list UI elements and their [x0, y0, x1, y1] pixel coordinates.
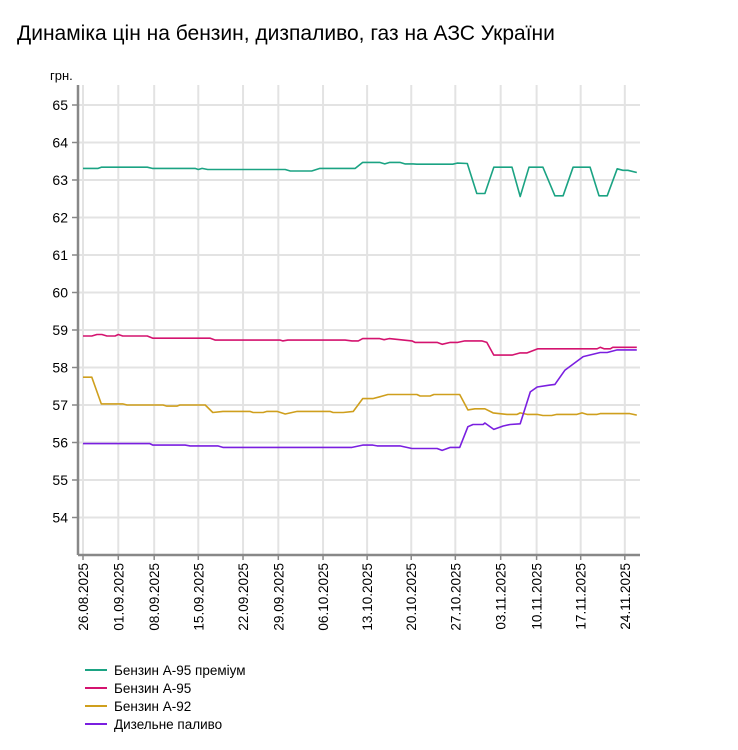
legend-swatch — [85, 723, 107, 725]
y-tick-label: 58 — [52, 360, 68, 376]
series-1 — [82, 333, 637, 356]
y-tick-label: 60 — [52, 285, 68, 301]
legend-swatch — [85, 705, 107, 707]
legend-swatch — [85, 669, 107, 671]
y-axis-label: грн. — [50, 68, 73, 83]
legend-item-diesel[interactable]: Дизельне паливо — [85, 715, 246, 733]
y-tick-label: 59 — [52, 322, 68, 338]
x-tick-label: 06.10.2025 — [316, 563, 331, 631]
x-tick-label: 10.11.2025 — [530, 563, 545, 630]
legend-item-a92[interactable]: Бензин А-92 — [85, 697, 246, 715]
y-tick-label: 64 — [52, 135, 68, 151]
legend-label: Бензин А-92 — [114, 698, 192, 714]
x-tick-label: 29.09.2025 — [271, 563, 286, 631]
x-tick-label: 24.11.2025 — [618, 563, 633, 630]
line-chart: 54 55 56 57 58 59 60 61 62 63 64 65 26.08.2025 01.09.… — [50, 68, 640, 631]
legend-item-a95[interactable]: Бензин А-95 — [85, 679, 246, 697]
y-tick-label: 54 — [52, 510, 68, 526]
x-tick-label: 27.10.2025 — [448, 563, 463, 631]
series-line — [83, 376, 637, 417]
y-tick-label: 63 — [52, 172, 68, 188]
y-tick-label: 56 — [52, 435, 68, 451]
x-tick-label: 03.11.2025 — [494, 563, 509, 630]
series-2 — [82, 376, 637, 417]
x-tick-label: 22.09.2025 — [236, 563, 251, 631]
series-0 — [82, 161, 637, 198]
y-tick-label: 65 — [52, 97, 68, 113]
y-tick-label: 57 — [52, 397, 68, 413]
x-tick-label: 26.08.2025 — [76, 563, 91, 631]
legend-label: Бензин А-95 преміум — [114, 662, 246, 678]
series-line — [83, 333, 637, 356]
x-tick-label: 08.09.2025 — [147, 563, 162, 631]
x-tick-label: 01.09.2025 — [111, 563, 126, 631]
x-tick-label: 17.11.2025 — [574, 563, 589, 630]
legend-label: Дизельне паливо — [114, 716, 223, 732]
x-tick-label: 13.10.2025 — [360, 563, 375, 631]
x-tick-label: 15.09.2025 — [191, 563, 206, 631]
y-tick-label: 62 — [52, 210, 68, 226]
legend-item-a95-premium[interactable]: Бензин А-95 преміум — [85, 661, 246, 679]
legend-swatch — [85, 687, 107, 689]
series-line — [83, 349, 637, 452]
legend: Бензин А-95 преміум Бензин А-95 Бензин А… — [85, 661, 246, 733]
y-tick-label: 55 — [52, 472, 68, 488]
series-line — [83, 161, 637, 198]
legend-label: Бензин А-95 — [114, 680, 192, 696]
series-3 — [82, 349, 637, 452]
chart-title: Динаміка цін на бензин, дизпаливо, газ н… — [17, 22, 555, 45]
y-tick-label: 61 — [52, 247, 68, 263]
x-tick-label: 20.10.2025 — [404, 563, 419, 631]
